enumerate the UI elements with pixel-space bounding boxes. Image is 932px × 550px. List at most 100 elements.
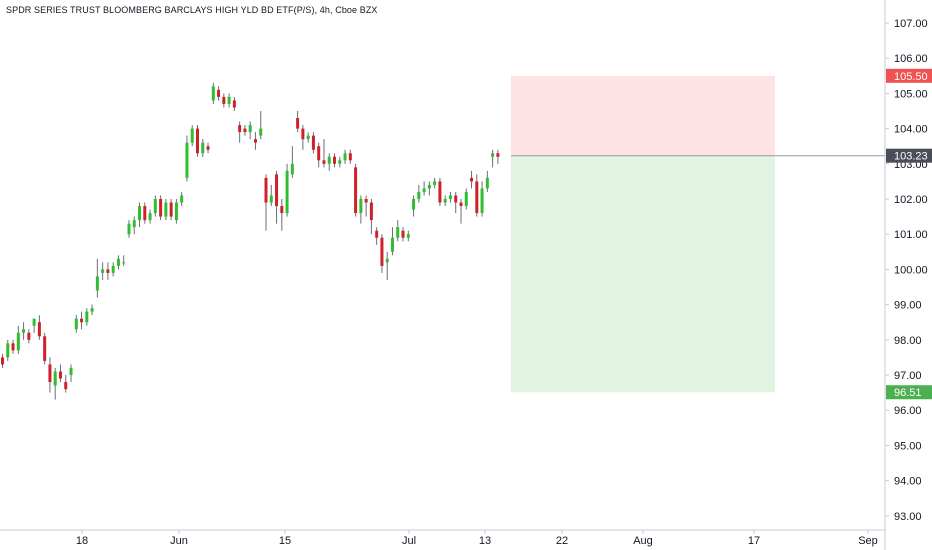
price-tick-label: 107.00 (894, 18, 928, 30)
time-tick-label: 15 (279, 535, 291, 547)
candle (169, 199, 173, 221)
candle-body-up (174, 202, 178, 221)
candle (459, 199, 463, 224)
candle-body-down (322, 160, 326, 164)
price-tick-label: 93.00 (894, 511, 922, 523)
candle (217, 86, 221, 101)
candle (85, 308, 89, 326)
candle (16, 325, 20, 354)
candle-body-down (43, 336, 47, 361)
loss-zone[interactable] (511, 75, 775, 156)
candle-body-down (401, 230, 405, 238)
price-tick-label: 100.00 (894, 264, 928, 276)
candle (122, 255, 126, 266)
candle-body-up (290, 163, 294, 175)
candle-body-down (280, 206, 284, 214)
candle-body-up (306, 135, 310, 140)
candle-body-up (285, 170, 289, 214)
candle (343, 149, 347, 164)
time-tick-label: Jun (170, 535, 188, 547)
candle (48, 357, 52, 393)
candle (132, 216, 136, 235)
candle (480, 181, 484, 217)
candle-body-down (380, 237, 384, 266)
candle (116, 255, 120, 270)
candle-body-up (132, 220, 136, 228)
candle-body-down (348, 153, 352, 161)
candle-body-up (22, 329, 26, 333)
candle (101, 262, 105, 280)
candle (127, 220, 131, 238)
candle-body-down (375, 230, 379, 238)
stop-price-badge-label: 105.50 (894, 71, 928, 83)
candle (427, 181, 431, 196)
candle-body-up (327, 156, 331, 164)
candle (311, 132, 315, 154)
candle (470, 170, 474, 189)
candle (317, 142, 321, 168)
profit-zone[interactable] (511, 155, 775, 393)
candle-body-down (243, 128, 247, 133)
candle-body-down (333, 156, 337, 164)
candle (259, 111, 263, 140)
candle (248, 121, 252, 140)
candle (195, 125, 199, 157)
candle (433, 177, 437, 189)
candle (174, 199, 178, 224)
candle-body-up (343, 153, 347, 161)
price-tick-label: 94.00 (894, 476, 922, 488)
candle (269, 184, 273, 207)
entry-price-badge (886, 148, 932, 163)
candle-body-down (253, 139, 257, 143)
candle (390, 227, 394, 256)
candle (243, 125, 247, 136)
candle-body-down (470, 177, 474, 182)
candle-body-down (195, 128, 199, 154)
candle (111, 262, 115, 277)
candle (138, 202, 142, 228)
time-tick-label: 22 (556, 535, 568, 547)
candle-body-up (6, 343, 10, 358)
candle-body-down (1, 357, 4, 365)
candle (90, 304, 94, 316)
candle-body-up (406, 234, 410, 238)
time-tick-label: 18 (76, 535, 88, 547)
candle-body-down (80, 318, 84, 323)
candle-body-up (269, 195, 273, 203)
candle (222, 93, 226, 108)
candle-body-down (206, 146, 210, 150)
candle (206, 142, 210, 154)
candle (58, 364, 62, 383)
candle-body-up (138, 206, 142, 221)
time-axis[interactable]: 18 Jun 15 Jul 13 22 Aug 17 Sep (0, 529, 885, 547)
candle-body-up (153, 199, 157, 214)
candle-body-up (211, 86, 215, 101)
candle-body-down (106, 269, 110, 273)
candle (485, 170, 489, 192)
candle-body-down (11, 343, 15, 351)
price-tick-label: 106.00 (894, 53, 928, 65)
price-tick-label: 101.00 (894, 229, 928, 241)
candle (164, 199, 168, 221)
candle (396, 220, 400, 242)
candle (454, 191, 458, 214)
candle (369, 199, 373, 235)
candle (375, 227, 379, 245)
candle-body-up (485, 177, 489, 189)
candle (322, 139, 326, 168)
candle (385, 251, 389, 280)
candle (359, 195, 363, 224)
price-tick-label: 98.00 (894, 335, 922, 347)
candle-body-down (438, 181, 442, 203)
candle (306, 132, 310, 143)
price-tick-label: 95.00 (894, 440, 922, 452)
candle-body-up (359, 199, 363, 214)
time-tick-label: Jul (402, 535, 416, 547)
candle-body-down (475, 181, 479, 214)
candle-body-up (464, 191, 468, 207)
candle (37, 315, 41, 340)
candle-body-up (390, 237, 394, 252)
candle-body-up (201, 142, 205, 154)
